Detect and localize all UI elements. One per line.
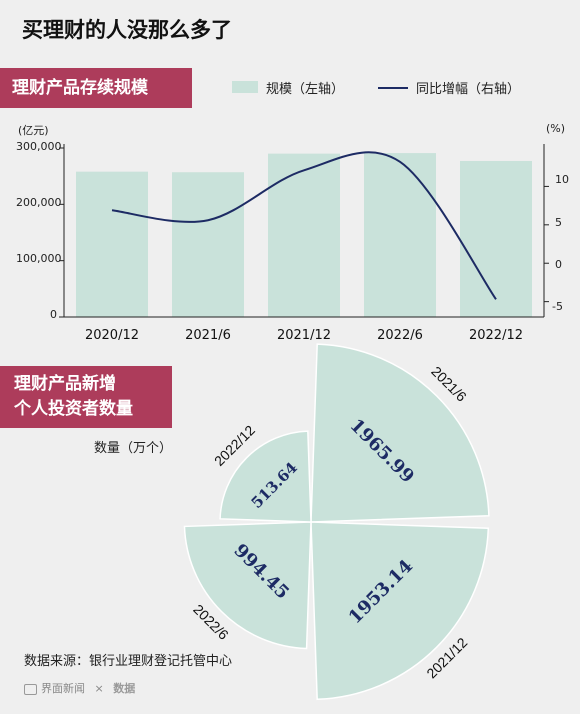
brand-footer: 界面新闻 × 数据 [24, 680, 135, 696]
bar-2022-6 [364, 153, 436, 317]
legend-bar-swatch [232, 81, 258, 93]
x-tick-2022-6: 2022/6 [377, 328, 423, 343]
rose-slice-2022-12 [219, 430, 312, 523]
page-title: 买理财的人没那么多了 [22, 18, 232, 42]
section-banner-scale: 理财产品存续规模 [0, 68, 192, 108]
bar-2022-12 [460, 160, 532, 317]
y-left-tick-0: 0 [50, 308, 57, 321]
banner2-line1: 理财产品新增 [14, 374, 116, 394]
rose-slice-2021-6 [310, 343, 490, 523]
brand-logo-icon [24, 683, 37, 695]
x-tick-2020-12: 2020/12 [84, 328, 139, 343]
left-axis-unit: (亿元) [18, 124, 49, 137]
y-right-tick-0: 0 [555, 258, 562, 271]
rose-slice-2021-12 [310, 521, 490, 701]
y-left-tick-300000: 300,000 [16, 140, 62, 153]
brand-separator: × [94, 682, 104, 695]
y-right-tick-10: 10 [555, 173, 569, 186]
section-banner-investors: 理财产品新增 个人投资者数量 [0, 366, 172, 428]
legend-line-swatch [378, 87, 408, 89]
bar-2021-6 [172, 172, 244, 317]
y-left-tick-100000: 100,000 [16, 252, 62, 265]
y-left-tick-200000: 200,000 [16, 196, 62, 209]
banner2-line2: 个人投资者数量 [14, 399, 133, 419]
right-axis-unit: (%) [546, 122, 566, 135]
source-note: 数据来源：银行业理财登记托管中心 [24, 654, 233, 669]
brand-name: 界面新闻 [41, 682, 85, 695]
rose-unit-label: 数量（万个） [94, 441, 173, 456]
x-tick-2022-12: 2022/12 [468, 328, 523, 343]
x-tick-2021-6: 2021/6 [185, 328, 231, 343]
y-right-tick-neg5: -5 [552, 300, 563, 313]
x-tick-2021-12: 2021/12 [276, 328, 331, 343]
growth-line [111, 151, 497, 300]
legend-bar-label: 规模（左轴） [266, 82, 345, 97]
legend-line-label: 同比增幅（右轴） [416, 82, 521, 97]
rose-slice-2022-6 [183, 521, 312, 650]
brand-partner: 数据 [113, 682, 136, 695]
y-right-tick-5: 5 [555, 216, 562, 229]
bar-2020-12 [76, 171, 148, 317]
